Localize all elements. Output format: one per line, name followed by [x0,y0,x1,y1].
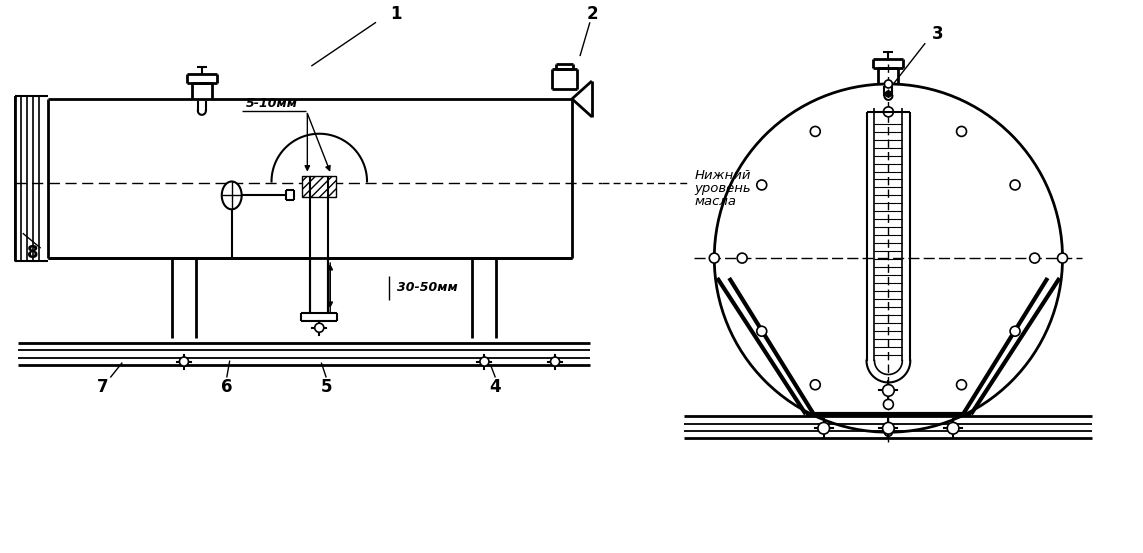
Bar [303,175,336,197]
Circle shape [1010,180,1020,190]
Text: масла: масла [695,195,736,208]
Circle shape [710,253,719,263]
Circle shape [1010,326,1020,336]
Text: 7: 7 [96,378,109,397]
Ellipse shape [222,181,241,210]
Text: 8: 8 [27,244,39,262]
Text: уровень: уровень [695,182,751,195]
Circle shape [737,253,748,263]
Text: 4: 4 [489,378,501,397]
Text: 2: 2 [588,6,599,23]
Circle shape [882,422,894,434]
Text: 30-50мм: 30-50мм [397,281,457,294]
Text: 6: 6 [221,378,232,397]
Text: 5-10мм: 5-10мм [246,97,297,111]
Circle shape [886,91,892,97]
Circle shape [957,127,967,137]
Text: 3: 3 [933,25,944,43]
Circle shape [179,357,189,366]
Circle shape [884,107,894,117]
Text: 1: 1 [390,6,401,23]
Circle shape [810,127,821,137]
Circle shape [1030,253,1040,263]
Circle shape [810,380,821,390]
Circle shape [551,357,560,366]
Circle shape [885,428,893,436]
Circle shape [714,84,1063,432]
Circle shape [757,326,767,336]
Text: 5: 5 [320,378,331,397]
Circle shape [948,422,959,434]
Circle shape [314,323,323,332]
Circle shape [757,180,767,190]
Circle shape [818,422,830,434]
Circle shape [1057,253,1068,263]
Text: Нижний: Нижний [695,169,751,182]
Circle shape [884,399,894,409]
Circle shape [957,380,967,390]
Circle shape [480,357,489,366]
Circle shape [885,80,893,88]
Circle shape [882,384,894,397]
